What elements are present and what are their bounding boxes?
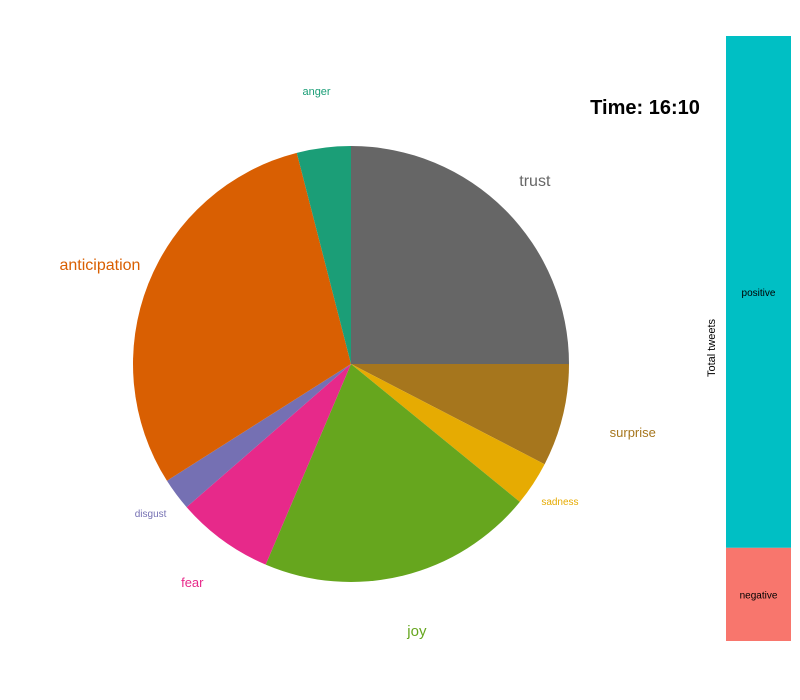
pie-label-anger: anger [302, 86, 330, 98]
bar-segment-negative [726, 547, 791, 641]
bar-y-axis-label: Total tweets [706, 318, 718, 377]
pie-label-anticipation: anticipation [59, 257, 140, 274]
pie-slice-trust [351, 146, 569, 364]
pie-slice-joy [265, 364, 520, 582]
pie-label-fear: fear [181, 575, 204, 590]
bar-label-positive: positive [742, 288, 776, 299]
pie-label-joy: joy [406, 623, 427, 640]
bar-label-negative: negative [740, 590, 778, 601]
pie-label-trust: trust [519, 173, 551, 190]
bar-segment-positive [726, 36, 791, 548]
pie-label-sadness: sadness [541, 497, 578, 508]
pie-slice-anticipation [132, 152, 351, 481]
pie-slice-sadness [351, 364, 545, 502]
sentiment-pie-chart [132, 146, 569, 582]
pie-slice-fear [186, 364, 351, 565]
pie-slice-anger [296, 146, 351, 364]
pie-label-surprise: surprise [610, 425, 656, 440]
total-tweets-bar: positive negative [726, 36, 791, 641]
pie-slice-surprise [351, 364, 569, 465]
pie-labels: trust surprise sadness joy fear disgust antici… [59, 86, 655, 640]
pie-label-disgust: disgust [135, 509, 167, 520]
time-label: Time: 16:10 [590, 97, 700, 119]
pie-slice-disgust [166, 364, 351, 508]
